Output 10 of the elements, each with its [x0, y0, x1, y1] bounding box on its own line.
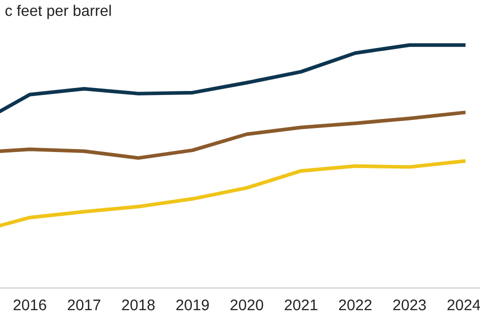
x-tick-label: 2023 — [393, 300, 426, 310]
x-tick-label: 2016 — [14, 300, 46, 310]
x-tick-label: 2019 — [176, 300, 209, 310]
x-tick-label: 2018 — [122, 300, 155, 310]
x-tick-label: 2024 — [448, 300, 480, 310]
chart-title: c feet per barrel — [5, 4, 111, 20]
x-tick-label: 2022 — [339, 300, 372, 310]
x-tick-label: 2017 — [68, 300, 100, 310]
x-tick-label: 2021 — [284, 300, 318, 310]
x-tick-label: 2020 — [230, 300, 264, 310]
